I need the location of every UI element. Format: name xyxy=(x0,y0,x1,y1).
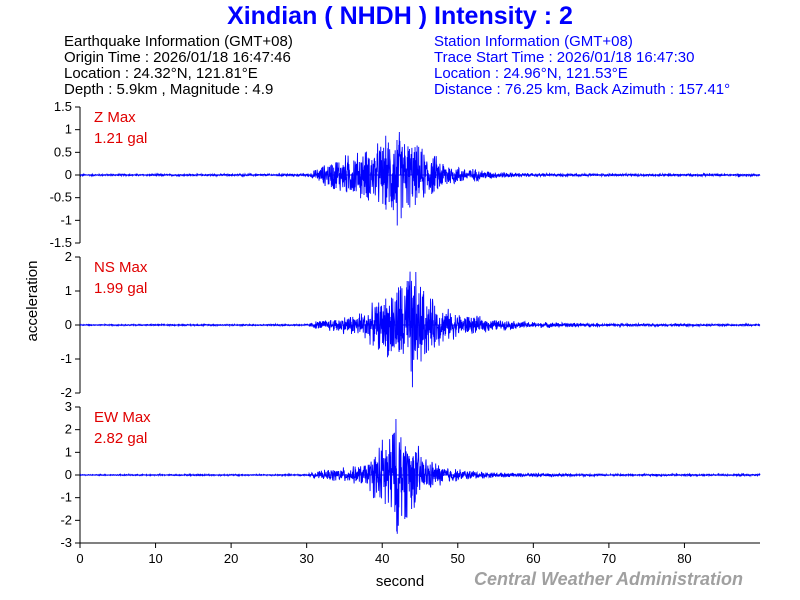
ns-y-tick-label: 1 xyxy=(65,283,72,298)
depth-magnitude: Depth : 5.9km , Magnitude : 4.9 xyxy=(64,81,274,98)
z-y-tick-label: -1.5 xyxy=(50,235,72,250)
x-tick-label: 80 xyxy=(677,551,691,566)
ns-max-label: NS Max xyxy=(94,259,148,276)
ew-max-label: EW Max xyxy=(94,409,151,426)
z-y-tick-label: 0 xyxy=(65,167,72,182)
z-y-tick-label: -0.5 xyxy=(50,190,72,205)
distance-back-azimuth: Distance : 76.25 km, Back Azimuth : 157.… xyxy=(434,81,731,98)
earthquake-info: Earthquake Information (GMT+08) Origin T… xyxy=(64,34,293,98)
ns-max-value: 1.99 gal xyxy=(94,280,147,297)
z-waveform xyxy=(79,131,761,226)
x-axis-title: second xyxy=(376,573,424,590)
ns-waveform xyxy=(79,271,761,388)
ew-max-value: 2.82 gal xyxy=(94,430,147,447)
earthquake-info-heading: Earthquake Information (GMT+08) xyxy=(64,33,293,50)
trace-start-time: Trace Start Time : 2026/01/18 16:47:30 xyxy=(434,49,695,66)
ew-waveform xyxy=(79,418,761,534)
x-tick-label: 70 xyxy=(602,551,616,566)
x-tick-label: 50 xyxy=(451,551,465,566)
ew-y-tick-label: 3 xyxy=(65,399,72,414)
z-y-tick-label: 1 xyxy=(65,122,72,137)
ns-y-tick-label: -2 xyxy=(60,385,72,400)
ew-y-tick-label: -1 xyxy=(60,490,72,505)
ew-y-tick-label: 1 xyxy=(65,444,72,459)
ns-y-tick-label: -1 xyxy=(60,351,72,366)
y-axis-title: acceleration xyxy=(24,261,41,342)
agency-credit: Central Weather Administration xyxy=(474,569,744,589)
x-tick-label: 30 xyxy=(299,551,313,566)
z-max-value: 1.21 gal xyxy=(94,130,147,147)
z-y-tick-label: 0.5 xyxy=(54,144,72,159)
z-max-label: Z Max xyxy=(94,109,136,126)
z-y-tick-label: 1.5 xyxy=(54,99,72,114)
z-y-tick-label: -1 xyxy=(60,212,72,227)
station-info: Station Information (GMT+08) Trace Start… xyxy=(434,34,730,98)
page-title: Xindian ( NHDH ) Intensity : 2 xyxy=(227,2,573,30)
ns-y-tick-label: 2 xyxy=(65,249,72,264)
ew-y-tick-label: 0 xyxy=(65,467,72,482)
origin-time: Origin Time : 2026/01/18 16:47:46 xyxy=(64,49,291,66)
x-tick-label: 0 xyxy=(76,551,83,566)
ns-y-tick-label: 0 xyxy=(65,317,72,332)
x-tick-label: 60 xyxy=(526,551,540,566)
station-location: Location : 24.96°N, 121.53°E xyxy=(434,65,628,82)
ew-y-tick-label: -2 xyxy=(60,512,72,527)
x-tick-label: 40 xyxy=(375,551,389,566)
station-info-heading: Station Information (GMT+08) xyxy=(434,33,633,50)
x-tick-label: 10 xyxy=(148,551,162,566)
ew-y-tick-label: 2 xyxy=(65,422,72,437)
x-tick-label: 20 xyxy=(224,551,238,566)
ew-y-tick-label: -3 xyxy=(60,535,72,550)
epicenter-location: Location : 24.32°N, 121.81°E xyxy=(64,65,258,82)
